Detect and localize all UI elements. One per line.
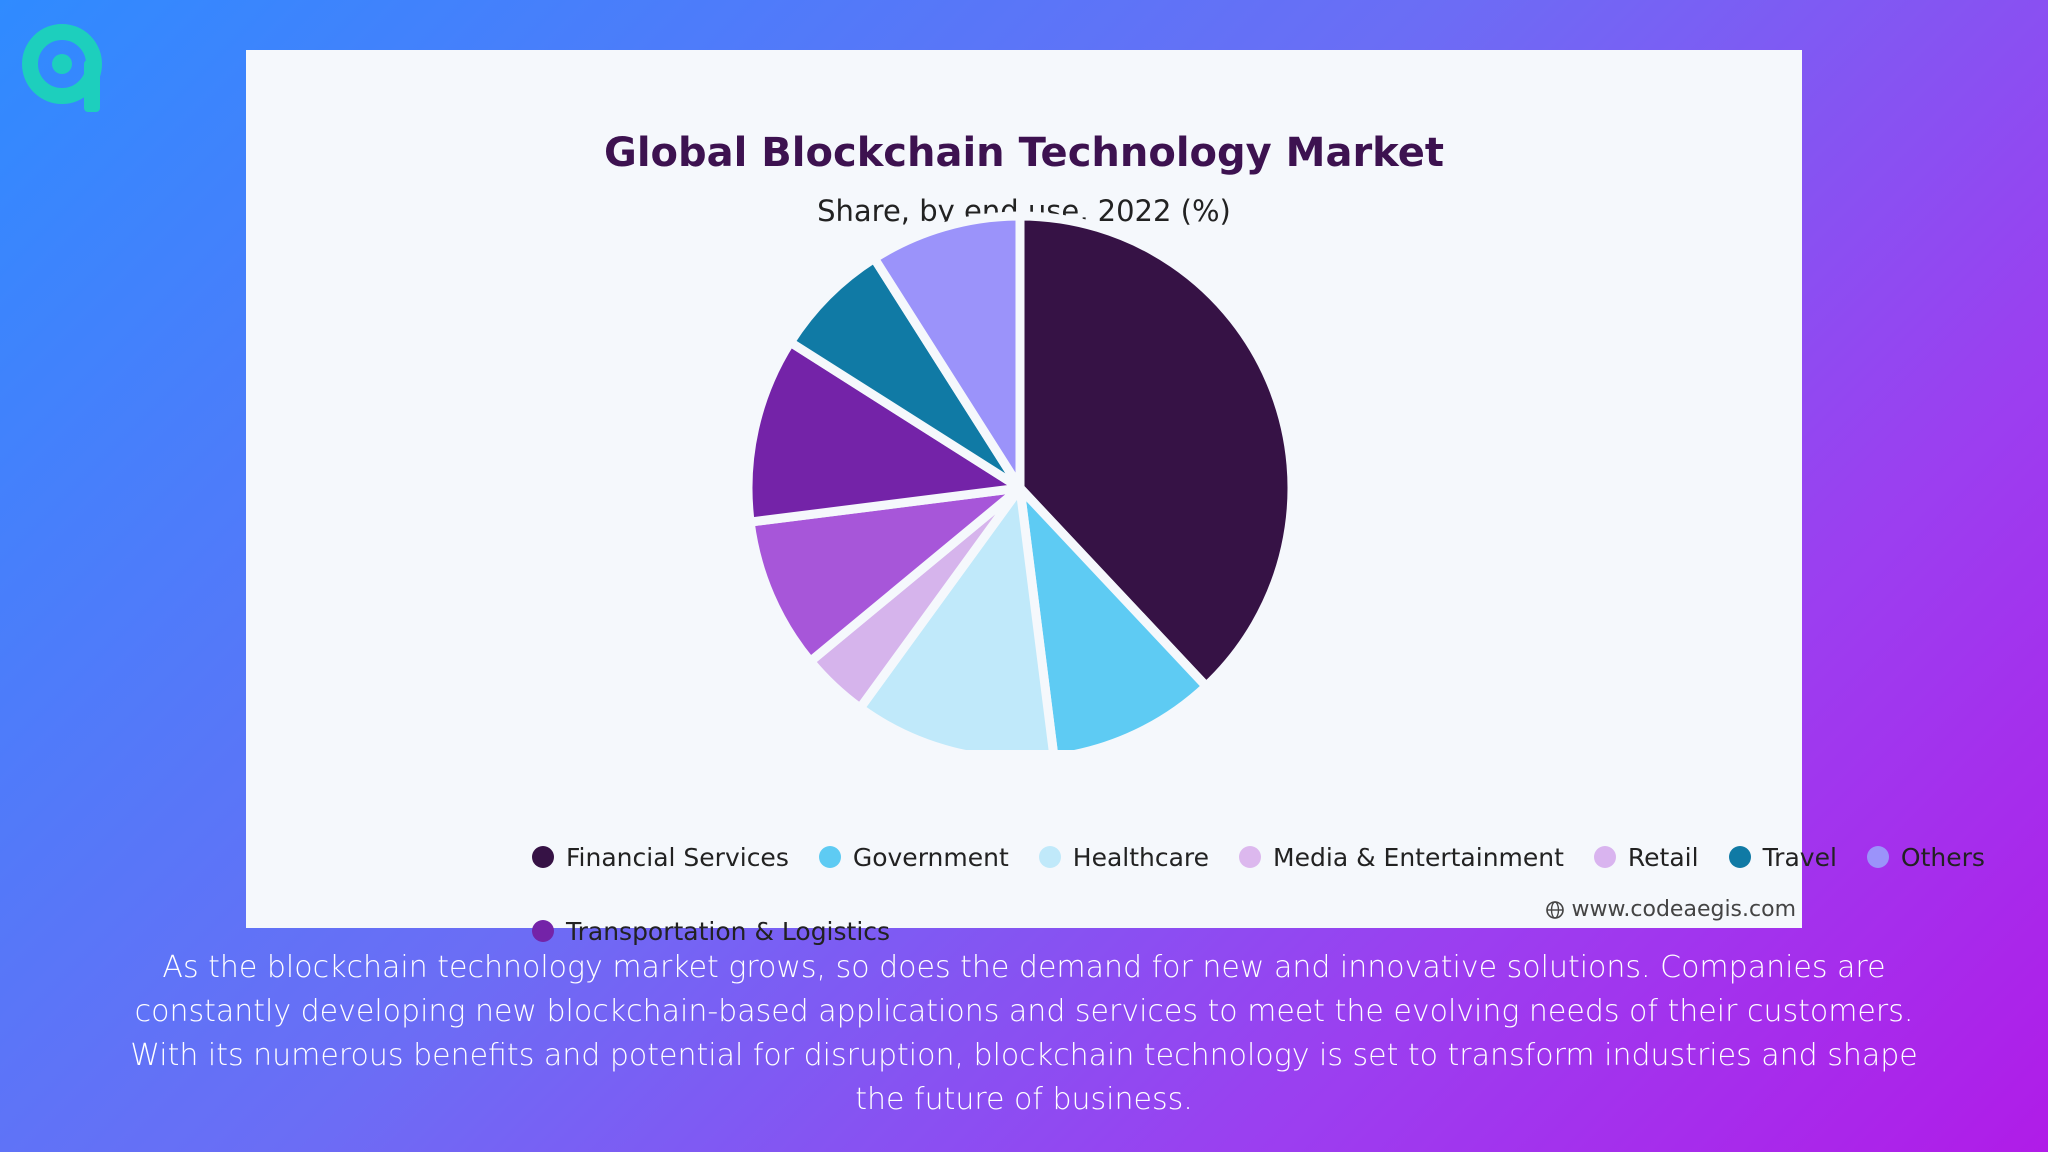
- legend-swatch: [1038, 846, 1061, 868]
- legend-label: Healthcare: [1072, 842, 1210, 872]
- legend-label: Retail: [1627, 842, 1699, 872]
- legend-item-media-entertainment: Media & Entertainment: [1239, 838, 1564, 876]
- legend-label: Financial Services: [566, 842, 789, 872]
- legend-label: Transportation & Logistics: [566, 916, 891, 946]
- legend-item-transportation-logistics: Transportation & Logistics: [532, 912, 890, 950]
- chart-legend: Financial Services Government Healthcare Me…: [532, 838, 2032, 950]
- globe-icon: [1546, 900, 1565, 919]
- source-url: www.codeaegis.com: [1571, 897, 1796, 922]
- legend-item-others: Others: [1866, 838, 1985, 876]
- legend-item-government: Government: [818, 838, 1009, 876]
- legend-item-travel: Travel: [1728, 838, 1837, 876]
- legend-swatch: [1866, 846, 1889, 868]
- legend-item-healthcare: Healthcare: [1038, 838, 1210, 876]
- pie-slice-financial-services: [1015, 211, 1297, 691]
- chart-card: Global Blockchain Technology Market Shar…: [246, 50, 1985, 946]
- pie-slice-healthcare: [855, 483, 1058, 750]
- brand-logo-icon: [22, 24, 102, 112]
- legend-swatch: [1728, 846, 1751, 868]
- legend-swatch: [1239, 846, 1262, 868]
- caption-text: As the blockchain technology market grow…: [130, 950, 1918, 1117]
- chart-title: Global Blockchain Technology Market: [604, 130, 1444, 176]
- legend-item-financial-services: Financial Services: [532, 838, 789, 876]
- pie-slice-retail: [745, 483, 1025, 666]
- legend-item-retail: Retail: [1593, 838, 1699, 876]
- legend-label: Government: [852, 842, 1009, 872]
- pie-slice-transportation-logistics: [743, 337, 1025, 527]
- legend-swatch: [818, 846, 841, 868]
- legend-label: Travel: [1762, 842, 1837, 872]
- pie-slice-government: [1015, 483, 1211, 750]
- legend-swatch: [1593, 846, 1616, 868]
- legend-label: Others: [1900, 842, 1985, 872]
- pie-slice-others: [869, 211, 1025, 493]
- legend-label: Media & Entertainment: [1273, 842, 1564, 872]
- pie-chart: [743, 211, 1297, 750]
- source-credit: www.codeaegis.com: [1545, 897, 1796, 922]
- legend-swatch: [532, 920, 554, 942]
- legend-swatch: [532, 846, 554, 868]
